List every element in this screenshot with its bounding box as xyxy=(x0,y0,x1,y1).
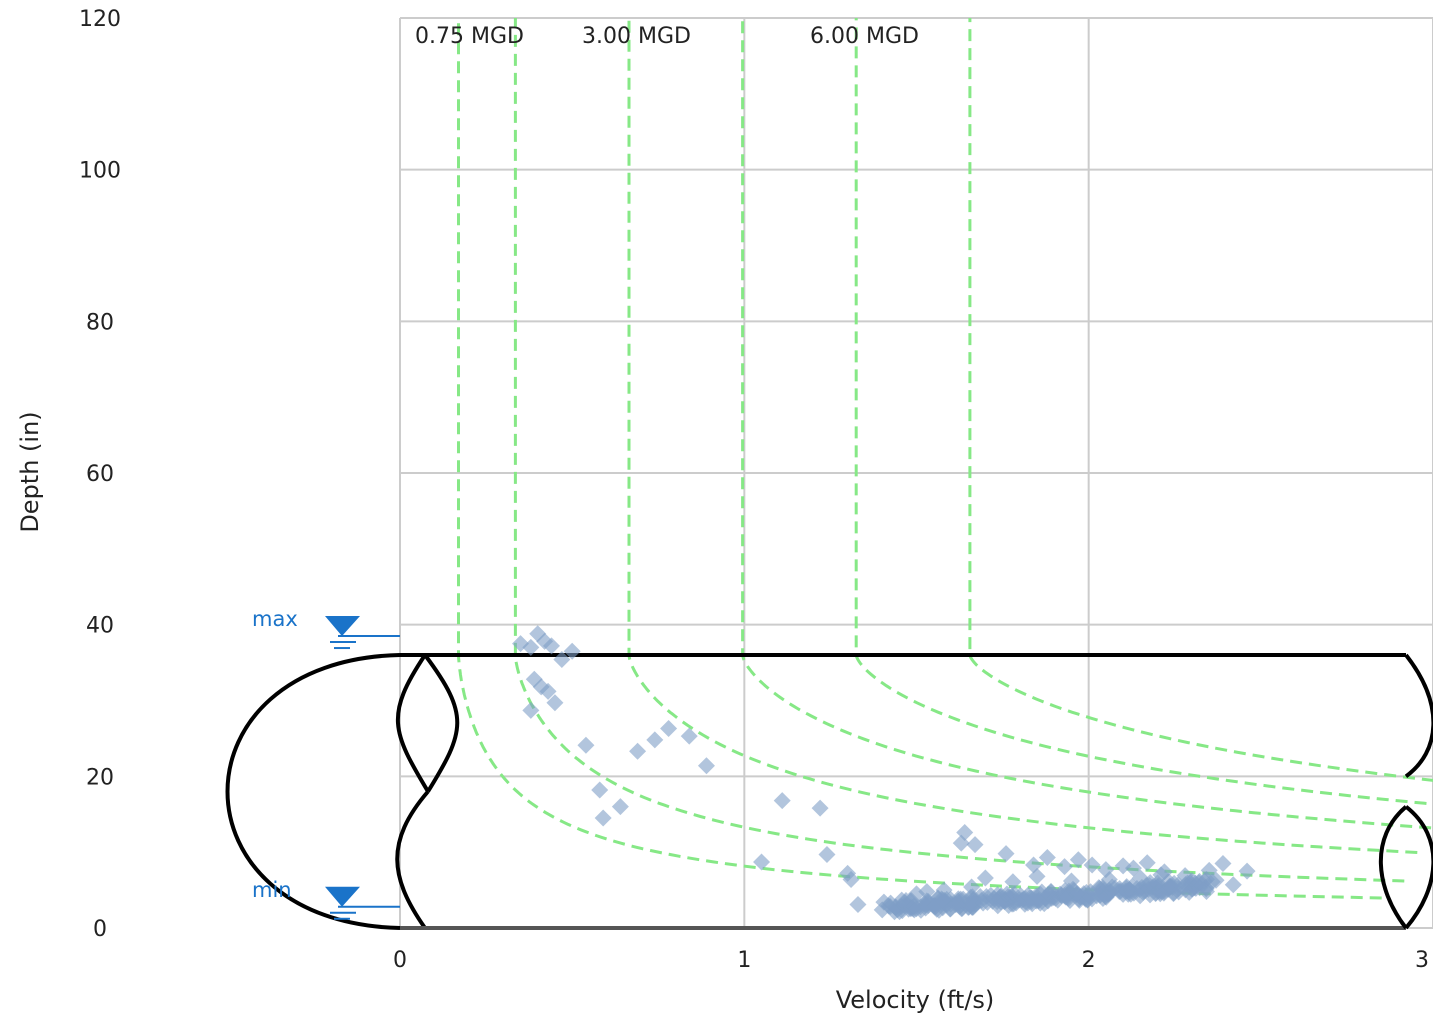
data-point xyxy=(546,694,564,712)
data-point xyxy=(1007,894,1025,912)
data-point xyxy=(522,701,540,719)
data-point xyxy=(1004,873,1022,891)
data-point xyxy=(811,799,829,817)
iso-flow-label: 0.75 MGD xyxy=(415,24,524,49)
y-tick-label: 20 xyxy=(86,765,114,790)
data-point xyxy=(997,845,1015,863)
data-point xyxy=(1069,851,1087,869)
data-point xyxy=(697,757,715,775)
iso-flow-curve xyxy=(627,18,1418,854)
iso-flow-curve xyxy=(854,18,1433,806)
min-level-label: min xyxy=(252,878,292,902)
data-point xyxy=(680,727,698,745)
data-point xyxy=(660,720,678,738)
data-point xyxy=(543,637,561,655)
tick-labels: 0 20 40 60 80 100 120 0 1 2 3 xyxy=(79,7,1429,973)
iso-flow-curve xyxy=(457,18,1382,900)
data-point xyxy=(818,845,836,863)
y-tick-label: 120 xyxy=(79,7,121,32)
data-point xyxy=(629,742,647,760)
x-tick-label: 3 xyxy=(1415,948,1429,973)
pipe-right-lower-inner xyxy=(1378,805,1408,930)
pipe-outline xyxy=(225,653,1433,930)
iso-flow-label: 6.00 MGD xyxy=(810,24,919,49)
iso-flow-labels: 0.75 MGD 3.00 MGD 6.00 MGD xyxy=(415,24,919,49)
iso-flow-curves xyxy=(457,18,1433,900)
data-point xyxy=(594,809,612,827)
x-tick-label: 2 xyxy=(1082,948,1096,973)
data-point xyxy=(1214,855,1232,873)
y-tick-label: 60 xyxy=(86,462,114,487)
data-point xyxy=(956,823,974,841)
data-point xyxy=(1028,867,1046,885)
y-axis-title: Depth (in) xyxy=(16,411,44,532)
data-point xyxy=(1224,876,1242,894)
data-point xyxy=(905,897,923,915)
pipe-end-cap xyxy=(225,653,401,930)
max-level-label: max xyxy=(252,607,298,631)
data-points xyxy=(512,625,1256,921)
max-level-marker-icon xyxy=(325,616,360,637)
pipe-section-upper-left xyxy=(395,653,430,793)
data-point xyxy=(1056,858,1074,876)
x-tick-label: 1 xyxy=(737,948,751,973)
level-markers: max min xyxy=(252,607,400,920)
data-point xyxy=(753,853,771,871)
data-point xyxy=(842,870,860,888)
pipe-section-lower xyxy=(395,790,430,930)
iso-flow-curve xyxy=(968,18,1433,782)
y-tick-label: 100 xyxy=(79,159,121,184)
iso-flow-curve xyxy=(513,18,1405,883)
x-axis-title: Velocity (ft/s) xyxy=(836,986,995,1014)
data-point xyxy=(611,798,629,816)
grid xyxy=(399,17,1433,929)
data-point xyxy=(1038,848,1056,866)
data-point xyxy=(849,895,867,913)
pipe-right-lower-outer xyxy=(1404,805,1433,930)
iso-flow-label: 3.00 MGD xyxy=(582,24,691,49)
data-point xyxy=(1138,854,1156,872)
pipe-right-upper xyxy=(1404,653,1433,778)
data-point xyxy=(591,781,609,799)
iso-flow-curve xyxy=(741,18,1432,830)
data-point xyxy=(1083,856,1101,874)
data-point xyxy=(539,682,557,700)
data-point xyxy=(577,736,595,754)
data-point xyxy=(963,878,981,896)
data-point xyxy=(646,731,664,749)
y-tick-label: 80 xyxy=(86,310,114,335)
min-level-marker-icon xyxy=(325,886,360,907)
x-tick-label: 0 xyxy=(393,948,407,973)
data-point xyxy=(966,836,984,854)
y-tick-label: 0 xyxy=(93,917,107,942)
data-point xyxy=(553,651,571,669)
data-point xyxy=(773,792,791,810)
data-point xyxy=(976,869,994,887)
data-point xyxy=(563,642,581,660)
y-tick-label: 40 xyxy=(86,614,114,639)
data-point xyxy=(1203,873,1221,891)
pipe-section-upper-right xyxy=(423,653,460,793)
data-point xyxy=(522,638,540,656)
data-point xyxy=(971,887,989,905)
data-point xyxy=(1238,862,1256,880)
